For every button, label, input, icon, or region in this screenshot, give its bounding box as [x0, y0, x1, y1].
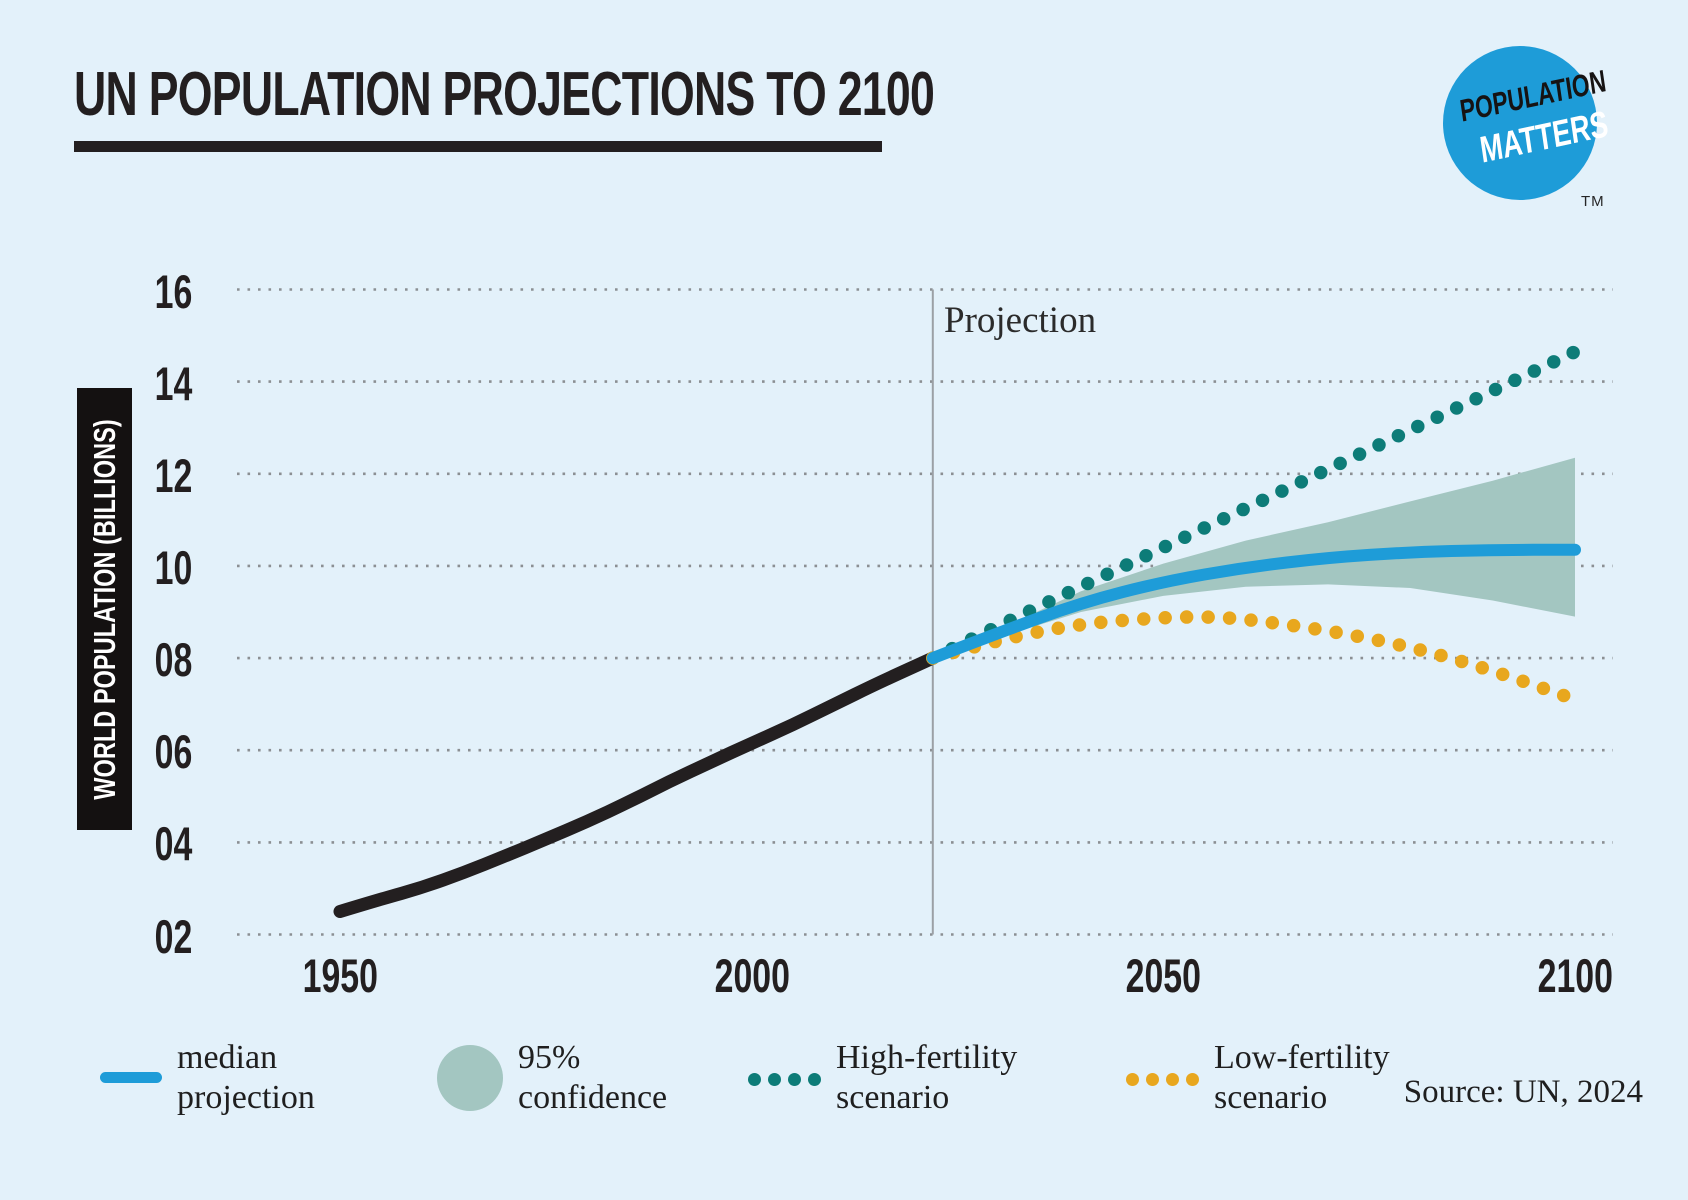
low-fertility-scenario-line: [926, 610, 1582, 707]
y-tick-label: 06: [54, 728, 192, 775]
high-fertility-dots-swatch: [748, 1073, 821, 1087]
x-tick-label-text: 2100: [1537, 949, 1613, 1002]
y-tick-label-text: 14: [154, 357, 192, 410]
dot: [748, 1073, 761, 1087]
legend-label-low-fertility: Low-fertility scenario: [1214, 1039, 1390, 1116]
dot: [1126, 1073, 1139, 1087]
population-matters-logo: POPULATION MATTERS: [1443, 46, 1611, 200]
y-tick-label-text: 08: [154, 633, 192, 686]
y-tick-label: 08: [54, 636, 192, 683]
dot: [768, 1073, 781, 1087]
historical-line: [333, 651, 940, 918]
y-tick-label: 12: [54, 452, 192, 499]
title-underline: [74, 141, 882, 152]
trademark-symbol: TM: [1581, 193, 1605, 210]
legend-item-confidence: 95% confidence: [437, 1038, 667, 1118]
x-tick-label: 1950: [260, 952, 420, 999]
y-axis-label-bar: WORLD POPULATION (BILLIONS): [77, 388, 132, 830]
confidence-circle-swatch: [437, 1044, 503, 1111]
confidence-band: [932, 457, 1575, 659]
legend-item-low-fertility: Low-fertility scenario: [1126, 1038, 1390, 1118]
y-tick-label: 10: [54, 544, 192, 591]
high-fertility-scenario-line: [926, 344, 1582, 665]
legend-item-high-fertility: High-fertility scenario: [748, 1038, 1017, 1118]
x-tick-label: 2050: [1083, 952, 1243, 999]
page-title: UN POPULATION PROJECTIONS TO 2100: [74, 64, 1269, 126]
legend-item-median: median projection: [100, 1038, 315, 1118]
legend-label-median: median projection: [177, 1039, 315, 1116]
y-tick-label: 16: [54, 268, 192, 315]
page-title-text: UN POPULATION PROJECTIONS TO 2100: [74, 60, 935, 129]
source-note: Source: UN, 2024: [1403, 1074, 1643, 1110]
y-tick-label: 02: [54, 913, 192, 960]
median-line-swatch: [100, 1072, 162, 1084]
y-tick-label-text: 16: [154, 265, 192, 318]
dot: [1146, 1073, 1159, 1087]
y-tick-label-text: 12: [154, 449, 192, 502]
low-fertility-dots-swatch: [1126, 1073, 1199, 1087]
y-tick-label: 04: [54, 820, 192, 867]
dot: [808, 1073, 821, 1087]
y-tick-label-text: 06: [154, 725, 192, 778]
legend-label-high-fertility: High-fertility scenario: [836, 1039, 1018, 1116]
x-tick-label: 2000: [672, 952, 832, 999]
projection-annotation: Projection: [944, 300, 1097, 341]
legend-label-confidence: 95% confidence: [518, 1039, 668, 1116]
x-tick-label-text: 2000: [714, 949, 790, 1002]
x-tick-label-text: 1950: [302, 949, 378, 1002]
dot: [788, 1073, 801, 1087]
y-tick-label-text: 04: [154, 817, 192, 870]
x-tick-label-text: 2050: [1125, 949, 1201, 1002]
y-tick-label-text: 10: [154, 541, 192, 594]
x-tick-label: 2100: [1495, 952, 1655, 999]
median-projection-line: [926, 543, 1581, 665]
dot: [1186, 1073, 1199, 1087]
y-tick-label-text: 02: [154, 910, 192, 963]
y-tick-label: 14: [54, 360, 192, 407]
dot: [1166, 1073, 1179, 1087]
